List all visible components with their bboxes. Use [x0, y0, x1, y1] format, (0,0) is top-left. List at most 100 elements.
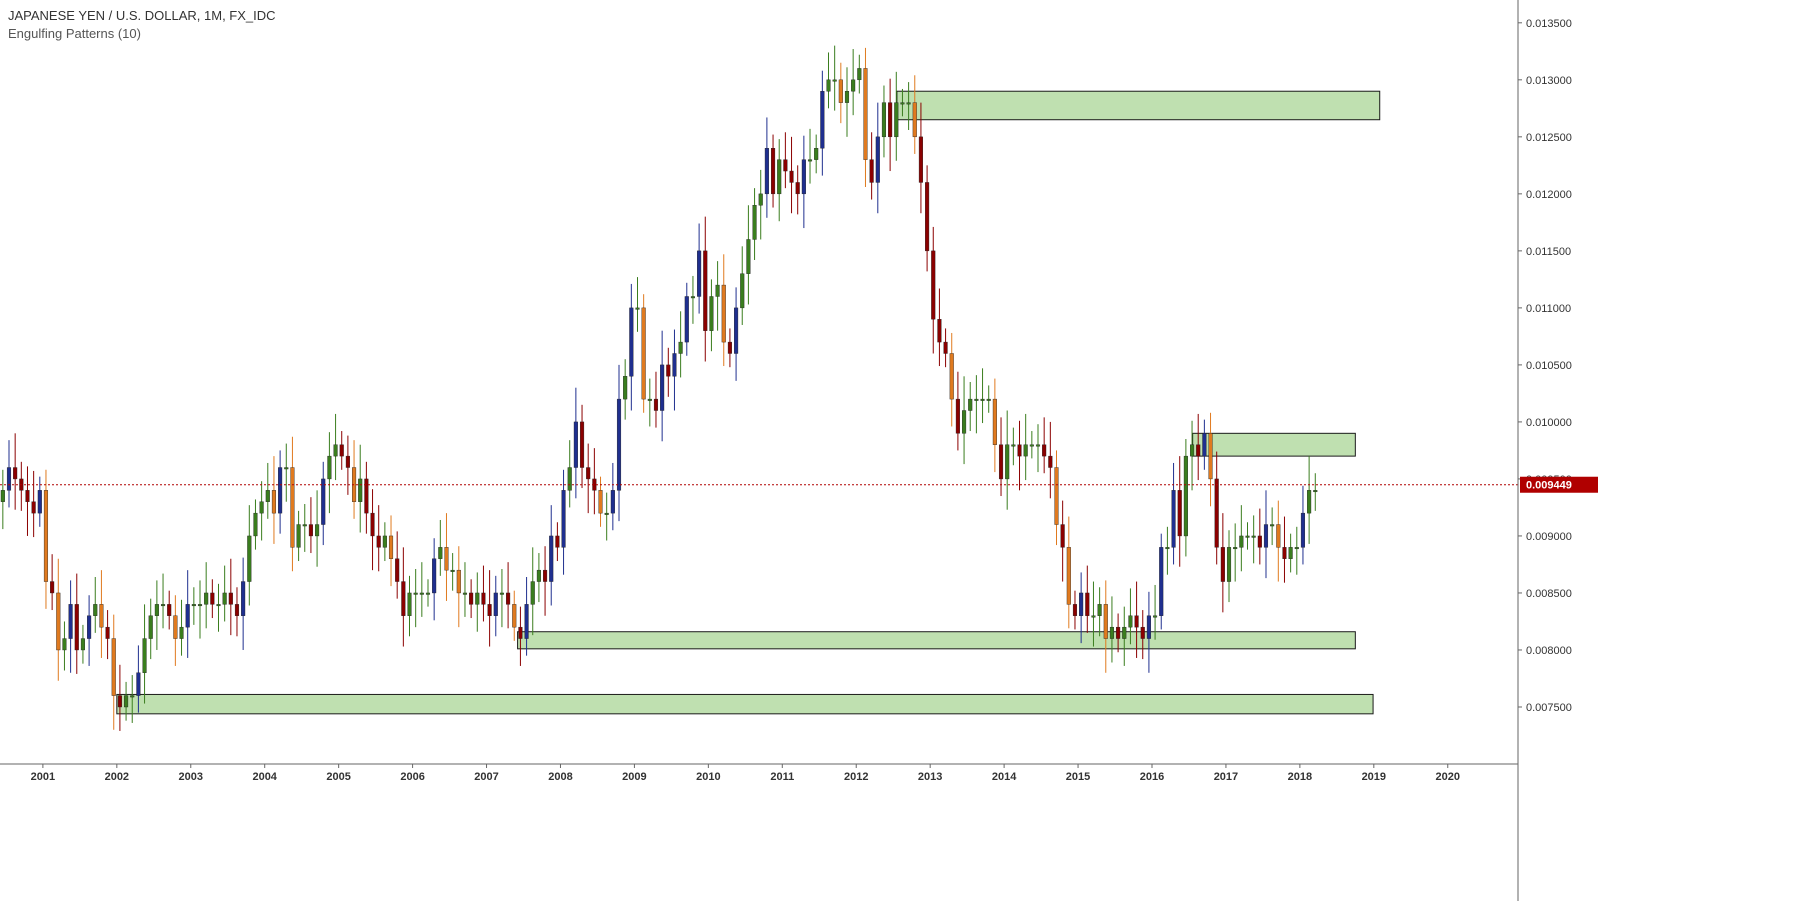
x-tick-label: 2006	[400, 771, 424, 783]
candle-body	[586, 467, 591, 480]
candle-body	[382, 535, 387, 548]
candle-body	[906, 102, 911, 105]
candle-body	[832, 79, 837, 82]
candle-body	[191, 604, 196, 607]
y-tick-label: 0.011500	[1526, 246, 1571, 258]
candle-body	[1048, 455, 1053, 468]
candle-body	[1313, 490, 1318, 493]
candle-body	[869, 159, 874, 183]
candle-body	[709, 296, 714, 331]
candle-body	[851, 79, 856, 92]
candle-body	[875, 136, 880, 183]
candle-body	[278, 467, 283, 514]
candle-body	[1208, 433, 1213, 480]
candle-body	[992, 398, 997, 445]
candle-body	[68, 604, 73, 639]
price-tag-background	[1520, 476, 1598, 493]
candle-body	[937, 319, 942, 343]
candle-body	[234, 604, 240, 616]
candle-body	[136, 672, 141, 696]
candle-body	[838, 79, 843, 103]
candle-body	[487, 604, 492, 616]
candle-body	[1079, 592, 1084, 616]
candle-body	[1017, 444, 1022, 457]
candle-body	[247, 535, 252, 582]
candle-body	[1171, 490, 1176, 548]
candle-body	[715, 284, 720, 297]
candle-body	[124, 695, 129, 708]
candle-body	[746, 239, 751, 274]
candle-body	[955, 398, 960, 434]
candle-body	[1233, 547, 1238, 550]
x-tick-label: 2015	[1066, 771, 1090, 783]
candle-body	[6, 467, 12, 491]
candle-body	[888, 102, 893, 138]
candle-body	[1196, 444, 1201, 457]
y-tick-label: 0.013000	[1526, 75, 1572, 87]
candle-body	[197, 604, 203, 607]
candle-body	[0, 490, 5, 502]
x-tick-label: 2010	[696, 771, 720, 783]
candle-body	[641, 307, 646, 400]
candle-body	[1134, 615, 1139, 628]
candle-body	[1091, 615, 1096, 618]
candle-body	[327, 455, 332, 480]
candle-body	[364, 478, 369, 514]
zone-1	[896, 90, 1381, 121]
x-tick-label: 2009	[622, 771, 646, 783]
candle-body	[62, 638, 67, 651]
candle-body	[690, 296, 695, 299]
candle-body	[1159, 547, 1164, 616]
candle-body	[499, 592, 504, 595]
candle-body	[450, 569, 455, 572]
x-tick-label: 2016	[1140, 771, 1164, 783]
candle-body	[444, 547, 449, 571]
price-tag-label: 0.009449	[1526, 480, 1572, 492]
candle-body	[986, 398, 991, 401]
y-tick-label: 0.010000	[1526, 417, 1572, 429]
candle-body	[629, 307, 634, 377]
candle-body	[672, 353, 677, 377]
candle-body	[271, 490, 276, 514]
candle-body	[1177, 490, 1182, 537]
candle-body	[302, 524, 307, 527]
candle-body	[579, 421, 585, 468]
candle-body	[653, 398, 659, 411]
candle-body	[912, 102, 917, 138]
candle-body	[290, 467, 295, 548]
candle-body	[413, 592, 418, 595]
candle-body	[962, 410, 967, 434]
candle-body	[308, 524, 313, 537]
candle-body	[814, 148, 819, 160]
candle-body	[623, 376, 628, 400]
candle-body	[684, 296, 689, 343]
candle-body	[918, 136, 923, 183]
candle-body	[561, 490, 566, 548]
candle-body	[795, 182, 800, 195]
candle-body	[1146, 615, 1151, 639]
candle-body	[25, 490, 30, 502]
candle-body	[216, 604, 221, 607]
candle-body	[1128, 615, 1133, 628]
candle-body	[1140, 626, 1145, 639]
candle-body	[1183, 455, 1188, 537]
candle-body	[1011, 444, 1016, 447]
candle-body	[1226, 547, 1232, 582]
y-tick-label: 0.012000	[1526, 189, 1572, 201]
candle-body	[998, 444, 1004, 480]
candle-body	[894, 102, 899, 138]
candle-body	[931, 250, 936, 320]
candle-body	[1276, 524, 1281, 548]
candle-body	[1300, 512, 1306, 548]
candle-body	[1103, 604, 1108, 639]
x-axis-ticks: 2001 2002 2003 2004 2005 2006 2007 2008 2009 2010…	[31, 764, 1460, 783]
x-tick-label: 2018	[1288, 771, 1312, 783]
candle-body	[666, 364, 671, 377]
candle-body	[727, 341, 732, 354]
x-tick-label: 2005	[326, 771, 350, 783]
y-tick-label: 0.011000	[1526, 303, 1571, 315]
candle-body	[1097, 604, 1102, 616]
candle-body	[1054, 467, 1059, 525]
candle-body	[1122, 626, 1127, 639]
